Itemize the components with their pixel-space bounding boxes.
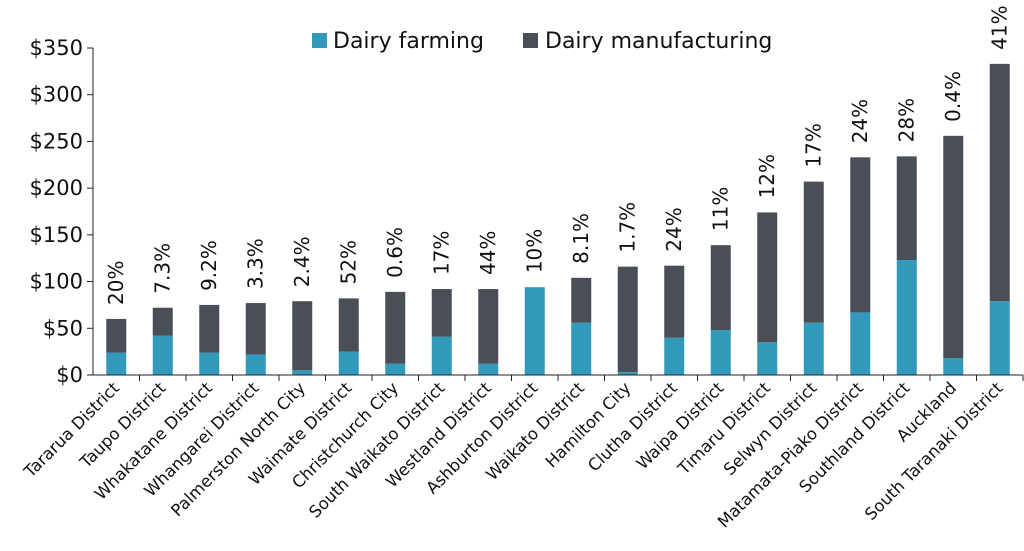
- percentage-label: 9.2%: [197, 240, 221, 291]
- bars: [106, 63, 1010, 375]
- bar-dairy-manufacturing: [106, 318, 127, 353]
- percentage-label: 10%: [523, 229, 547, 273]
- y-tick-label: $0: [56, 363, 83, 387]
- legend: Dairy farming Dairy manufacturing: [312, 29, 772, 54]
- y-tick-label: $50: [43, 316, 83, 340]
- bar-dairy-manufacturing: [989, 63, 1010, 302]
- bar-dairy-manufacturing: [152, 307, 173, 336]
- legend-label-dairy-farming: Dairy farming: [333, 29, 484, 54]
- y-tick-label: $200: [30, 176, 83, 200]
- percentage-label: 28%: [895, 98, 919, 142]
- bar-dairy-manufacturing: [292, 301, 313, 371]
- percentage-label: 2.4%: [290, 236, 314, 287]
- bar-dairy-farming: [710, 330, 731, 375]
- percentage-label: 17%: [430, 231, 454, 275]
- legend-label-dairy-manufacturing: Dairy manufacturing: [545, 29, 772, 54]
- percentage-label: 11%: [709, 187, 733, 231]
- bar-dairy-manufacturing: [664, 265, 685, 338]
- bar-dairy-farming: [803, 322, 824, 375]
- bar-dairy-manufacturing: [710, 245, 731, 331]
- bar-dairy-manufacturing: [896, 156, 917, 261]
- y-tick-label: $300: [30, 83, 83, 107]
- bar-dairy-manufacturing: [803, 181, 824, 323]
- bar-dairy-manufacturing: [199, 304, 220, 353]
- bar-dairy-farming: [245, 354, 266, 375]
- bar-dairy-manufacturing: [385, 291, 406, 364]
- legend-swatch-dairy-manufacturing: [523, 33, 538, 48]
- bar-dairy-farming: [292, 370, 313, 375]
- percentage-annotations: 20% 7.3% 9.2% 3.3% 2.4% 52% 0.6% 17% 44% 10% 8.1% 1…: [104, 5, 1012, 305]
- y-tick-label: $100: [30, 270, 83, 294]
- bar-dairy-farming: [431, 336, 452, 375]
- bar-dairy-farming: [850, 312, 871, 375]
- percentage-label: 52%: [337, 240, 361, 284]
- bar-dairy-manufacturing: [245, 303, 266, 355]
- bar-dairy-farming: [338, 351, 359, 375]
- legend-swatch-dairy-farming: [312, 33, 327, 48]
- bar-dairy-farming: [106, 352, 127, 375]
- percentage-label: 12%: [755, 154, 779, 198]
- bar-dairy-farming: [943, 358, 964, 375]
- y-tick-label: $150: [30, 223, 83, 247]
- bar-dairy-manufacturing: [431, 289, 452, 337]
- percentage-label: 20%: [104, 260, 128, 304]
- bar-dairy-manufacturing: [943, 135, 964, 359]
- bar-dairy-farming: [989, 301, 1010, 375]
- y-tick-label: $350: [30, 36, 83, 60]
- y-tick-label: $250: [30, 129, 83, 153]
- bar-dairy-manufacturing: [571, 277, 592, 323]
- bar-dairy-manufacturing: [338, 298, 359, 352]
- bar-dairy-farming: [524, 287, 545, 375]
- bar-dairy-farming: [617, 372, 638, 375]
- bar-dairy-farming: [385, 363, 406, 375]
- bar-dairy-farming: [152, 335, 173, 375]
- percentage-label: 8.1%: [569, 213, 593, 264]
- percentage-label: 7.3%: [151, 243, 175, 294]
- y-axis: $0 $50 $100 $150 $200 $250 $300 $350: [30, 36, 94, 387]
- bar-dairy-manufacturing: [757, 212, 778, 343]
- percentage-label: 44%: [476, 231, 500, 275]
- percentage-label: 0.6%: [383, 227, 407, 278]
- bar-dairy-farming: [757, 342, 778, 375]
- bar-dairy-farming: [478, 363, 499, 375]
- bar-dairy-farming: [571, 322, 592, 375]
- percentage-label: 17%: [802, 123, 826, 167]
- bar-dairy-manufacturing: [850, 157, 871, 313]
- percentage-label: 0.4%: [941, 71, 965, 122]
- bar-dairy-farming: [664, 337, 685, 375]
- percentage-label: 24%: [848, 99, 872, 143]
- bar-dairy-manufacturing: [478, 289, 499, 364]
- bar-dairy-manufacturing: [617, 266, 638, 373]
- percentage-label: 1.7%: [616, 202, 640, 253]
- bar-dairy-farming: [199, 352, 220, 375]
- percentage-label: 3.3%: [244, 238, 268, 289]
- percentage-label: 41%: [988, 5, 1012, 49]
- percentage-label: 24%: [662, 207, 686, 251]
- bar-dairy-farming: [896, 260, 917, 375]
